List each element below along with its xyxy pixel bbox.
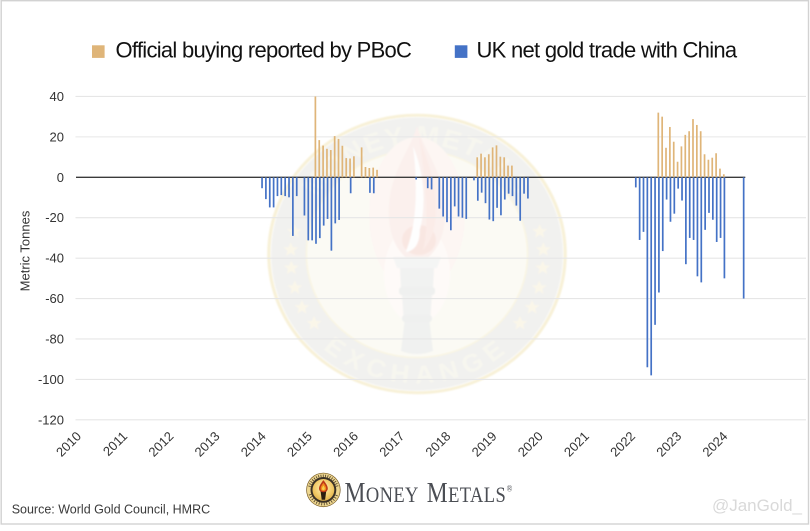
svg-text:-100: -100 [38, 372, 64, 387]
svg-text:20: 20 [50, 129, 64, 144]
svg-text:-60: -60 [45, 291, 64, 306]
svg-text:Official buying reported by PB: Official buying reported by PBoC [116, 38, 413, 63]
svg-text:UK net gold trade with China: UK net gold trade with China [477, 38, 738, 63]
svg-text:-80: -80 [45, 331, 64, 346]
svg-text:@JanGold_: @JanGold_ [712, 496, 803, 515]
svg-text:Metric Tonnes: Metric Tonnes [18, 210, 33, 291]
svg-text:-40: -40 [45, 251, 64, 266]
svg-text:40: 40 [50, 89, 64, 104]
svg-text:0: 0 [57, 170, 64, 185]
svg-text:Source: World Gold Council, HM: Source: World Gold Council, HMRC [12, 503, 210, 517]
svg-text:-120: -120 [38, 412, 64, 427]
svg-text:-20: -20 [45, 210, 64, 225]
